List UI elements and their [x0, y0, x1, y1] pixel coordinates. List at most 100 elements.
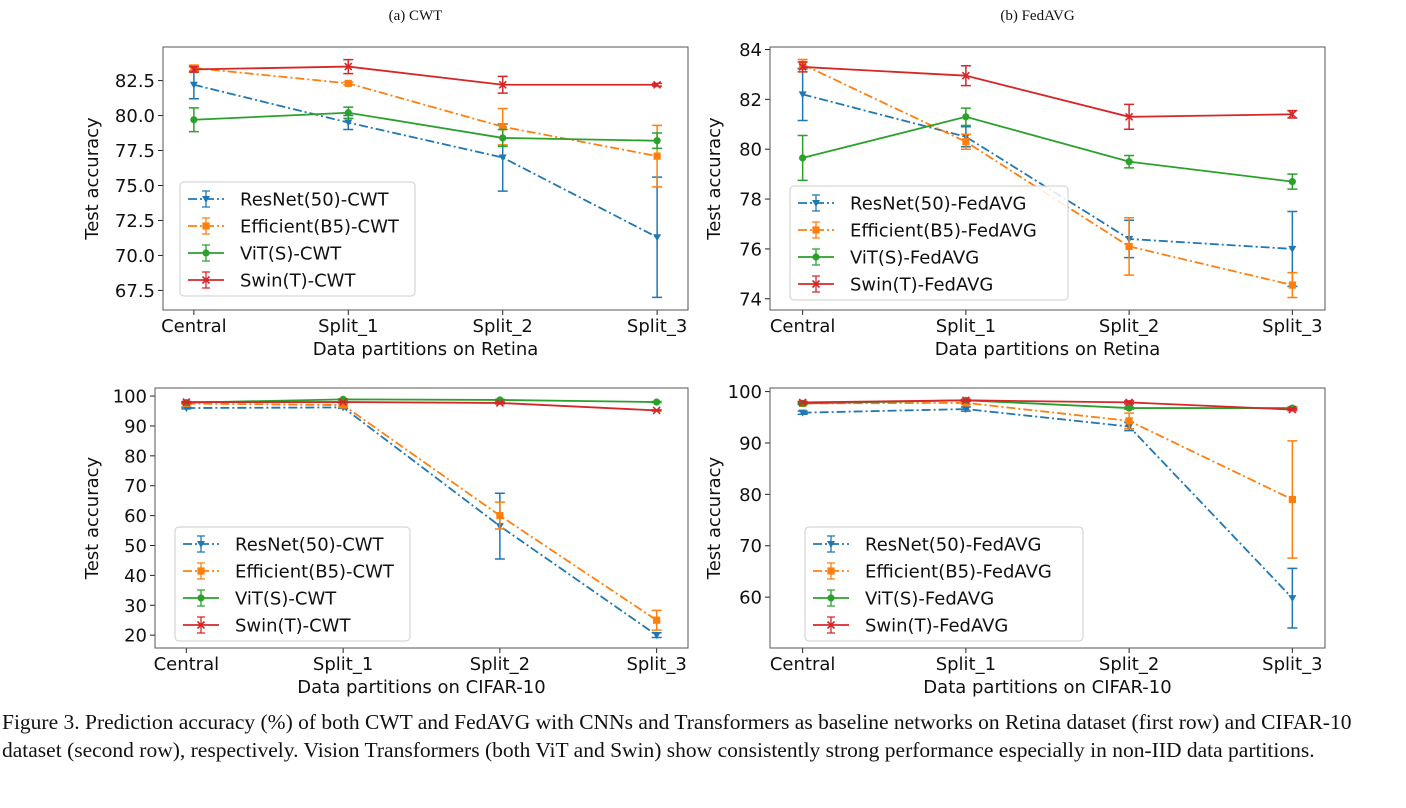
legend-entry: Efficient(B5)-CWT — [188, 217, 400, 238]
marker-circle — [1288, 178, 1296, 186]
marker-square — [1125, 417, 1133, 425]
y-tick-label: 60 — [739, 588, 762, 609]
legend-label: Swin(T)-CWT — [235, 616, 351, 637]
plot-frame — [769, 387, 1326, 649]
marker-circle — [799, 154, 807, 162]
y-tick-label: 82.5 — [115, 71, 155, 92]
series-line — [186, 402, 658, 621]
marker-x — [201, 275, 211, 285]
marker-x — [196, 620, 206, 630]
series-swin — [188, 58, 663, 94]
y-tick-label: 100 — [728, 382, 762, 403]
legend-label: Swin(T)-FedAVG — [850, 275, 993, 296]
legend-label: Efficient(B5)-FedAVG — [865, 562, 1052, 583]
marker-circle — [1125, 404, 1133, 412]
marker-square — [962, 138, 970, 146]
marker-x — [1125, 112, 1134, 121]
legend-entry: Swin(T)-CWT — [183, 616, 351, 637]
legend-entry: Swin(T)-FedAVG — [798, 275, 993, 296]
x-axis-label: Data partitions on CIFAR-10 — [923, 677, 1171, 698]
y-tick-label: 70.0 — [115, 246, 155, 267]
marker-x — [1288, 405, 1297, 414]
marker-square — [202, 222, 210, 230]
legend-label: Swin(T)-CWT — [240, 271, 356, 292]
marker-square — [1288, 495, 1296, 504]
marker-circle — [653, 137, 661, 145]
y-tick-label: 84 — [739, 40, 762, 61]
subplot-title: (a) CWT — [389, 8, 443, 24]
x-tick-label: Split_3 — [1262, 654, 1322, 675]
legend-entry: ViT(S)-FedAVG — [813, 589, 994, 610]
y-tick-label: 90 — [739, 433, 762, 454]
y-tick-label: 77.5 — [115, 141, 155, 162]
legend-label: ResNet(50)-FedAVG — [865, 535, 1041, 556]
subplot-title: (b) FedAVG — [1000, 8, 1074, 24]
marker-triangle — [189, 81, 198, 89]
x-tick-label: Split_1 — [313, 654, 373, 675]
marker-x — [652, 406, 661, 415]
legend-entry: Efficient(B5)-CWT — [183, 562, 395, 583]
x-tick-label: Split_1 — [318, 316, 378, 337]
marker-circle — [1125, 158, 1133, 166]
y-tick-label: 80.0 — [115, 106, 155, 127]
plot-frame — [769, 46, 1326, 311]
marker-square — [496, 512, 504, 520]
y-tick-label: 70 — [739, 536, 762, 557]
y-tick-label: 100 — [113, 387, 147, 408]
series-line — [802, 402, 1293, 501]
series-line — [193, 65, 658, 86]
legend-entry: ViT(S)-CWT — [188, 244, 342, 265]
marker-x — [495, 398, 504, 408]
legend: ResNet(50)-CWT Efficient(B5)-CWT ViT(S)-CW… — [179, 181, 416, 297]
marker-triangle — [812, 200, 820, 207]
series-line — [193, 83, 658, 239]
y-tick-label: 70 — [124, 476, 147, 497]
x-tick-label: Central — [154, 654, 220, 675]
x-tick-label: Split_2 — [1099, 316, 1159, 337]
legend-entry: ResNet(50)-FedAVG — [813, 535, 1041, 556]
legend-label: ResNet(50)-CWT — [240, 190, 390, 211]
legend-entry: ResNet(50)-FedAVG — [798, 194, 1026, 215]
marker-square — [339, 401, 347, 409]
y-tick-label: 20 — [124, 626, 147, 647]
legend-label: ResNet(50)-CWT — [235, 535, 385, 556]
marker-x — [498, 80, 507, 89]
x-tick-label: Central — [770, 316, 836, 337]
marker-x — [798, 62, 807, 72]
marker-x — [653, 80, 662, 89]
x-tick-label: Split_2 — [473, 316, 533, 337]
y-axis-label: Test accuracy — [704, 117, 725, 241]
x-tick-label: Split_3 — [1262, 316, 1322, 337]
series-swin — [181, 397, 662, 415]
x-tick-label: Split_2 — [470, 654, 530, 675]
y-tick-label: 76 — [739, 239, 762, 260]
figure-plots: (a) CWT 67.5 70.0 72.5 75.0 77.5 80.0 82.5 Centr… — [82, 8, 1326, 698]
y-tick-label: 72.5 — [115, 211, 155, 232]
marker-square — [344, 79, 352, 87]
legend-entry: Swin(T)-FedAVG — [813, 616, 1008, 637]
marker-circle — [827, 594, 835, 602]
series-swin — [797, 61, 1298, 131]
series-vit — [181, 395, 662, 407]
series-line — [193, 67, 658, 158]
legend-label: ViT(S)-FedAVG — [865, 589, 994, 610]
marker-triangle — [498, 154, 507, 162]
marker-circle — [962, 113, 970, 121]
subplot-3: 20 30 40 50 60 70 80 90 100 Central Split_1 Split_2… — [82, 387, 689, 698]
subplot-4: 60 70 80 90 100 Central Split_1 Split_2 Split_3 D… — [704, 382, 1326, 698]
marker-circle — [197, 594, 205, 602]
y-tick-label: 60 — [124, 506, 147, 527]
marker-circle — [344, 109, 352, 117]
legend-label: ViT(S)-CWT — [240, 244, 342, 265]
legend-label: ViT(S)-FedAVG — [850, 248, 979, 269]
series-vit — [797, 107, 1298, 190]
series-line — [186, 406, 658, 636]
x-tick-label: Central — [161, 316, 227, 337]
legend-entry: ResNet(50)-CWT — [188, 190, 390, 211]
y-tick-label: 50 — [124, 536, 147, 557]
legend-label: Efficient(B5)-CWT — [235, 562, 395, 583]
legend-entry: Efficient(B5)-FedAVG — [813, 562, 1052, 583]
y-tick-label: 67.5 — [115, 281, 155, 302]
legend: ResNet(50)-FedAVG Efficient(B5)-FedAVG ViT… — [789, 185, 1069, 301]
marker-square — [812, 226, 820, 234]
